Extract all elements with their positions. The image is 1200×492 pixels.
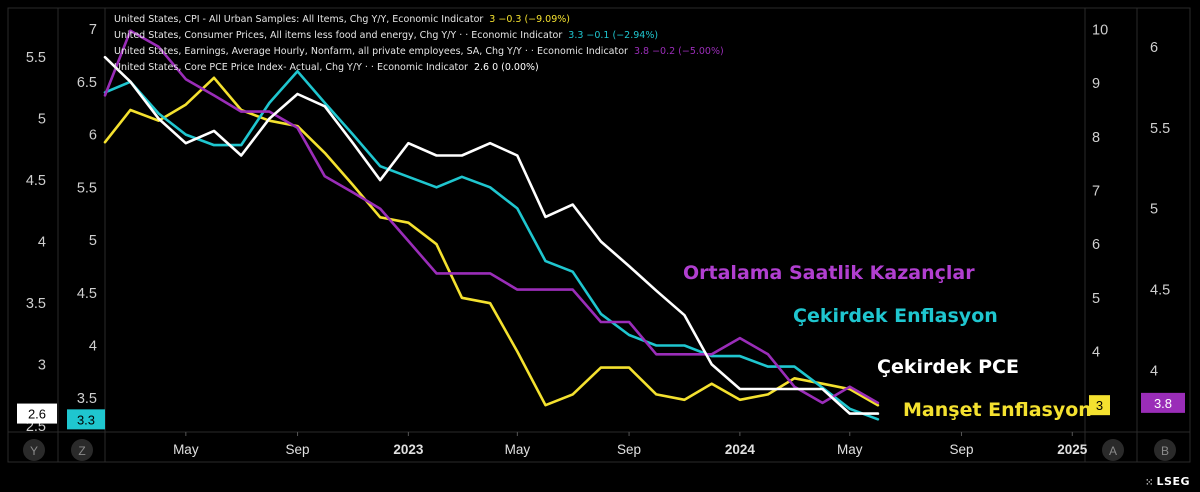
- axis-a-tick-label: 8: [1092, 130, 1100, 146]
- legend-entry[interactable]: United States, Core PCE Price Index- Act…: [114, 60, 724, 76]
- axis-b-current-value: 3.8: [1154, 396, 1172, 411]
- legend-value: 2.6 0 (0.00%): [473, 62, 539, 73]
- axis-a-current-value: 3: [1096, 398, 1103, 413]
- axis-b-label: B: [1161, 444, 1169, 458]
- axis-y-tick-label: 3: [38, 357, 46, 373]
- x-tick-label: Sep: [949, 442, 973, 457]
- axis-z-tick-label: 6.5: [77, 75, 97, 91]
- x-axis-ticks: May Sep 2023 May Sep 2024 May Sep 2025: [173, 432, 1088, 457]
- series-line: [103, 29, 880, 405]
- series-line: [103, 76, 880, 407]
- axis-a-tick-label: 5: [1092, 291, 1100, 307]
- legend-text: United States, Earnings, Average Hourly,…: [114, 46, 628, 57]
- axis-y-button[interactable]: [23, 439, 45, 461]
- axis-a-tick-label: 4: [1092, 344, 1100, 360]
- axis-b-tick-label: 5: [1150, 202, 1158, 218]
- brand-logo: ⁙ LSEG: [1145, 475, 1190, 488]
- axis-a-tick-label: 9: [1092, 76, 1100, 92]
- chart-background: [0, 0, 1200, 470]
- axis-y-tick-label: 4.5: [26, 173, 46, 189]
- axis-b-tick-label: 4.5: [1150, 283, 1170, 299]
- x-tick-label: May: [837, 442, 863, 457]
- current-value-badges: 2.6 3.3 3 3.8: [17, 392, 1185, 430]
- axis-a-ticks: 4 5 6 7 8 9 10: [1092, 22, 1108, 360]
- legend-entry[interactable]: United States, CPI - All Urban Samples: …: [114, 12, 724, 28]
- axis-z-label: Z: [78, 444, 85, 458]
- axis-y-current-badge: [17, 403, 57, 424]
- axis-y-tick-label: 5: [38, 112, 46, 128]
- axis-b-tick-label: 4: [1150, 364, 1158, 380]
- axis-a-tick-label: 7: [1092, 183, 1100, 199]
- legend-text: United States, Consumer Prices, All item…: [114, 30, 563, 41]
- legend-value: 3 −0.3 (−9.09%): [489, 14, 571, 25]
- legend: United States, CPI - All Urban Samples: …: [114, 12, 724, 76]
- series-lines: [103, 29, 880, 421]
- axis-a-button[interactable]: [1102, 439, 1124, 461]
- legend-entry[interactable]: United States, Earnings, Average Hourly,…: [114, 44, 724, 60]
- x-tick-label: 2024: [725, 442, 756, 457]
- lseg-dots-icon: ⁙: [1145, 478, 1154, 488]
- axis-a-label: A: [1109, 444, 1117, 458]
- legend-text: United States, Core PCE Price Index- Act…: [114, 62, 468, 73]
- axis-z-ticks: 3.5 4 4.5 5 5.5 6 6.5 7: [77, 22, 97, 407]
- axis-z-tick-label: 6: [89, 128, 97, 144]
- x-tick-label: May: [505, 442, 531, 457]
- series-labels: Manşet Enflasyon Çekirdek Enflasyon Ortala…: [683, 262, 1092, 421]
- axis-z-tick-label: 3.5: [77, 391, 97, 407]
- axis-y-tick-label: 4: [38, 235, 46, 251]
- legend-entry[interactable]: United States, Consumer Prices, All item…: [114, 28, 724, 44]
- axis-y-ticks: 2.533.544.555.5: [26, 50, 46, 435]
- x-tick-label: 2023: [393, 442, 424, 457]
- chart-frame: [0, 0, 1200, 470]
- brand-text: LSEG: [1156, 475, 1190, 488]
- axis-y-label: Y: [30, 444, 38, 458]
- x-tick-label: 2025: [1057, 442, 1088, 457]
- axis-b-current-badge: [1141, 392, 1185, 413]
- series-line: [103, 70, 880, 421]
- axis-z-tick-label: 5: [89, 233, 97, 249]
- series-name-label: Ortalama Saatlik Kazançlar: [683, 262, 975, 284]
- x-tick-label: Sep: [617, 442, 641, 457]
- axis-z-current-value: 3.3: [77, 412, 95, 427]
- axis-b-tick-label: 6: [1150, 40, 1158, 56]
- axis-b-tick-label: 5.5: [1150, 121, 1170, 137]
- series-line: [103, 55, 880, 415]
- x-tick-label: Sep: [286, 442, 310, 457]
- legend-value: 3.8 −0.2 (−5.00%): [633, 46, 724, 57]
- legend-value: 3.3 −0.1 (−2.94%): [568, 30, 659, 41]
- legend-text: United States, CPI - All Urban Samples: …: [114, 14, 484, 25]
- series-name-label: Çekirdek PCE: [877, 356, 1019, 378]
- axis-z-tick-label: 7: [89, 22, 97, 38]
- axis-a-tick-label: 10: [1092, 22, 1108, 38]
- x-tick-label: May: [173, 442, 199, 457]
- axis-z-tick-label: 4.5: [77, 286, 97, 302]
- axis-z-button[interactable]: [71, 439, 93, 461]
- axis-z-tick-label: 4: [89, 339, 97, 355]
- axis-a-tick-label: 6: [1092, 237, 1100, 253]
- axis-z-current-badge: [67, 409, 105, 430]
- series-name-label: Manşet Enflasyon: [903, 399, 1092, 421]
- axis-z-tick-label: 5.5: [77, 180, 97, 196]
- series-name-label: Çekirdek Enflasyon: [793, 305, 998, 327]
- axis-b-button[interactable]: [1154, 439, 1176, 461]
- axis-y-current-value: 2.6: [28, 407, 46, 422]
- axis-y-tick-label: 3.5: [26, 296, 46, 312]
- axis-y-tick-label: 5.5: [26, 50, 46, 66]
- axis-b-ticks: 4 4.5 5 5.5 6: [1150, 40, 1170, 380]
- axis-a-current-badge: [1089, 395, 1110, 416]
